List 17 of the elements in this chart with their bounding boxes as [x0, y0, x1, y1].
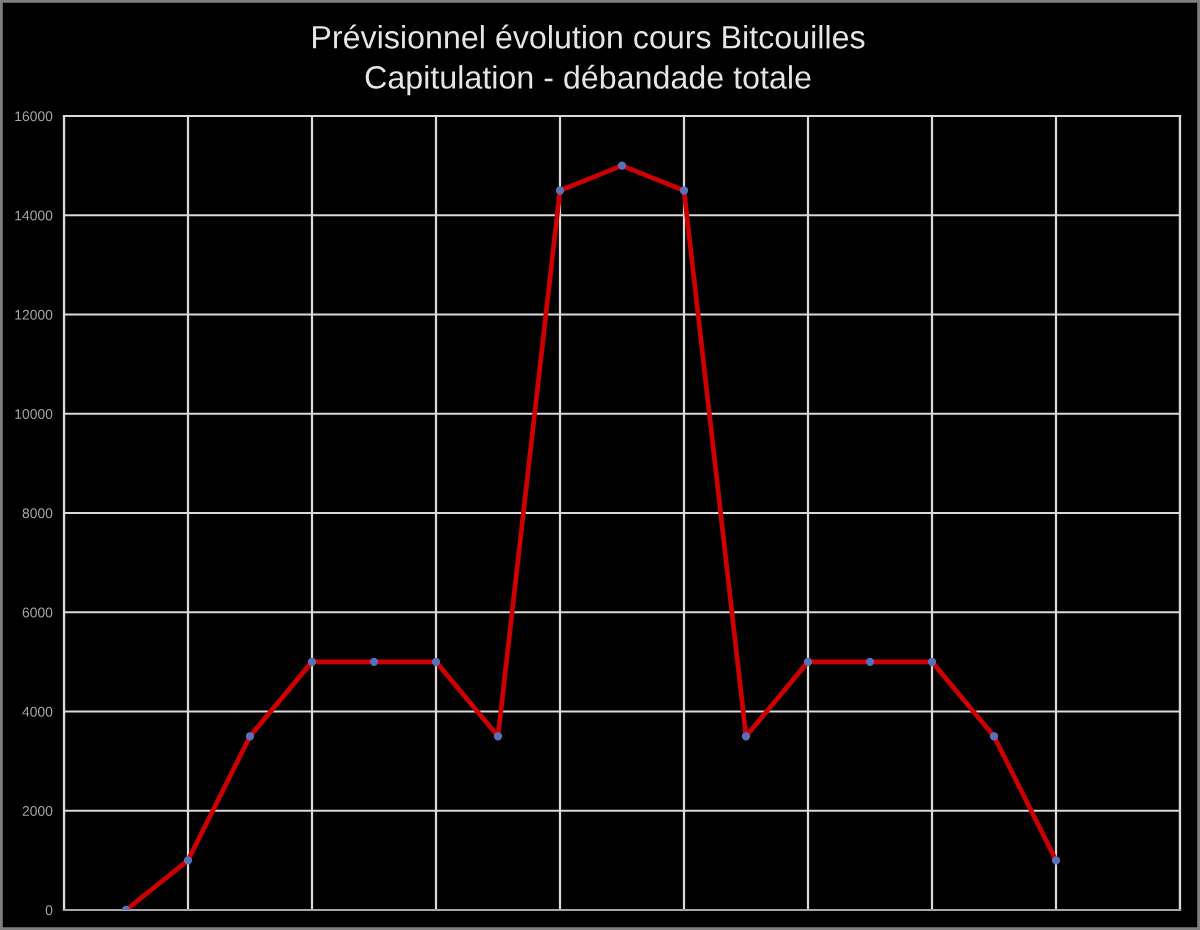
chart-title: Prévisionnel évolution cours Bitcouilles: [313, 24, 865, 49]
point: [617, 161, 627, 170]
point: [183, 856, 193, 865]
point: [865, 657, 875, 667]
point: [989, 732, 999, 741]
point: [369, 657, 379, 667]
chart-subtitle: Capitulation - débandade totale: [365, 64, 811, 96]
point: [307, 657, 317, 667]
point: [493, 732, 503, 741]
point: [431, 657, 441, 667]
point: [741, 732, 751, 741]
point: [927, 657, 937, 667]
point: [245, 732, 255, 741]
point: [1051, 856, 1061, 865]
point: [803, 657, 813, 667]
point: [555, 186, 565, 195]
point: [679, 186, 689, 195]
